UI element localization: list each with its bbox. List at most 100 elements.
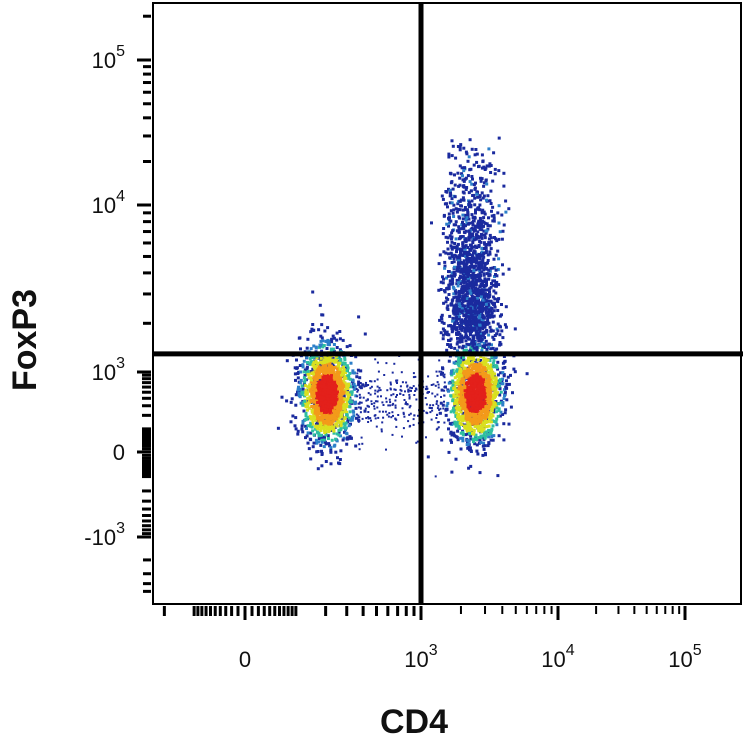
data-point bbox=[323, 435, 326, 439]
data-point bbox=[497, 283, 501, 287]
data-point bbox=[473, 203, 477, 207]
data-point bbox=[469, 313, 473, 317]
data-point bbox=[454, 207, 458, 211]
data-point bbox=[336, 406, 340, 410]
data-point bbox=[301, 387, 305, 391]
data-point bbox=[492, 289, 496, 293]
data-point bbox=[503, 388, 506, 392]
data-point bbox=[334, 394, 337, 398]
data-point bbox=[316, 383, 320, 387]
data-point bbox=[471, 344, 475, 348]
data-point bbox=[345, 345, 349, 349]
data-point bbox=[450, 386, 454, 390]
data-point bbox=[464, 393, 468, 397]
data-point bbox=[316, 407, 320, 411]
data-point bbox=[301, 365, 305, 369]
data-point bbox=[335, 346, 339, 349]
data-point bbox=[471, 437, 475, 441]
data-point bbox=[471, 219, 475, 223]
data-point bbox=[459, 335, 463, 339]
data-point bbox=[479, 425, 483, 429]
data-point bbox=[327, 422, 331, 426]
data-point bbox=[483, 373, 487, 377]
data-point bbox=[312, 407, 316, 411]
data-point bbox=[455, 268, 459, 271]
data-point bbox=[309, 360, 313, 364]
data-point bbox=[462, 223, 466, 226]
data-point bbox=[490, 311, 494, 315]
data-point bbox=[441, 197, 445, 201]
data-point bbox=[337, 428, 341, 432]
data-point bbox=[460, 269, 464, 273]
data-point bbox=[343, 397, 347, 401]
data-point bbox=[471, 367, 475, 371]
data-point bbox=[472, 269, 476, 273]
data-point bbox=[299, 378, 303, 382]
data-point bbox=[456, 284, 460, 288]
data-point bbox=[312, 364, 316, 368]
data-point bbox=[307, 447, 311, 451]
data-point bbox=[484, 284, 488, 288]
data-point bbox=[452, 271, 456, 275]
data-point bbox=[492, 309, 496, 313]
data-point bbox=[498, 379, 502, 383]
data-point bbox=[325, 408, 329, 412]
data-point bbox=[343, 417, 347, 421]
data-point bbox=[450, 247, 454, 251]
data-point bbox=[458, 327, 462, 331]
data-point bbox=[488, 269, 492, 273]
data-point bbox=[326, 343, 330, 347]
data-point bbox=[465, 257, 469, 261]
data-point bbox=[464, 313, 468, 317]
data-point bbox=[457, 230, 461, 234]
data-point bbox=[483, 384, 486, 388]
data-point bbox=[507, 382, 511, 386]
data-point bbox=[467, 217, 471, 221]
data-point bbox=[320, 398, 324, 402]
data-point bbox=[453, 399, 456, 403]
data-point bbox=[485, 272, 489, 276]
data-point bbox=[467, 387, 471, 391]
data-point bbox=[326, 326, 330, 330]
data-point bbox=[328, 361, 332, 365]
data-point bbox=[480, 228, 484, 232]
data-point bbox=[466, 305, 470, 308]
data-point bbox=[467, 235, 471, 239]
data-point bbox=[448, 221, 451, 225]
data-point bbox=[479, 355, 483, 359]
data-point bbox=[451, 187, 455, 191]
data-point bbox=[477, 368, 481, 372]
data-point bbox=[486, 253, 490, 257]
data-point bbox=[447, 389, 450, 393]
data-point bbox=[459, 204, 463, 208]
data-point bbox=[324, 365, 327, 368]
data-point bbox=[457, 358, 461, 362]
data-point bbox=[444, 408, 448, 412]
data-point bbox=[469, 291, 473, 295]
data-point bbox=[311, 422, 315, 426]
data-point bbox=[473, 425, 477, 429]
data-point bbox=[475, 152, 479, 156]
data-point bbox=[448, 201, 452, 205]
data-point bbox=[489, 438, 493, 442]
data-point bbox=[488, 293, 492, 297]
data-point bbox=[447, 427, 450, 431]
data-point bbox=[477, 426, 481, 430]
data-point bbox=[327, 389, 331, 393]
data-point bbox=[480, 153, 484, 157]
data-point bbox=[348, 410, 352, 414]
data-point bbox=[477, 424, 481, 428]
data-point bbox=[464, 416, 468, 420]
data-point bbox=[462, 146, 466, 150]
data-point bbox=[448, 256, 452, 260]
data-point bbox=[489, 299, 493, 303]
data-point bbox=[448, 279, 452, 283]
data-point bbox=[480, 191, 484, 195]
data-point bbox=[492, 216, 496, 220]
data-point bbox=[329, 347, 333, 351]
data-point bbox=[449, 410, 453, 414]
data-point bbox=[325, 427, 329, 431]
data-point bbox=[436, 407, 439, 410]
data-point bbox=[463, 177, 467, 181]
data-point bbox=[334, 365, 338, 369]
